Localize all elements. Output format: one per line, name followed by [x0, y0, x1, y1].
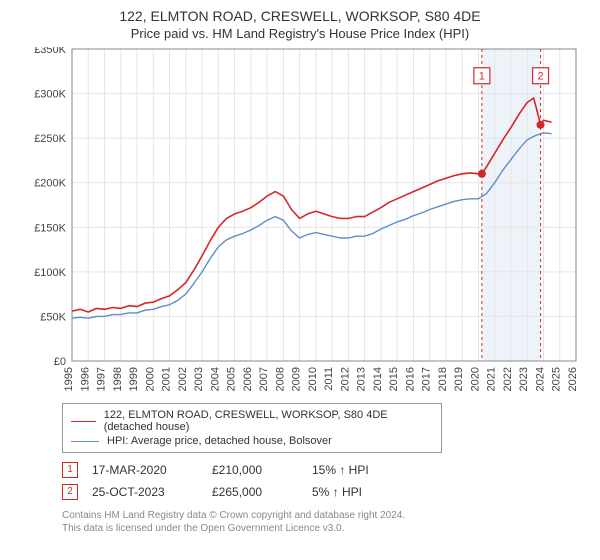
legend-swatch [71, 421, 96, 422]
svg-text:£300K: £300K [34, 89, 66, 101]
footer-line: Contains HM Land Registry data © Crown c… [62, 509, 582, 522]
svg-text:1995: 1995 [63, 367, 75, 391]
svg-text:£250K: £250K [34, 133, 66, 145]
svg-text:£0: £0 [54, 356, 66, 368]
sale-price: £265,000 [212, 485, 312, 499]
svg-text:2006: 2006 [242, 367, 254, 391]
chart-svg: £0 £50K £100K £150K £200K £250K £300K £350K 1995… [14, 47, 586, 397]
sale-row: 2 25-OCT-2023£265,0005% ↑ HPI [62, 481, 582, 503]
sale-delta: 5% ↑ HPI [312, 485, 432, 499]
svg-text:2005: 2005 [226, 367, 238, 391]
svg-text:£100K: £100K [34, 267, 66, 279]
svg-text:£50K: £50K [40, 311, 66, 323]
svg-text:2025: 2025 [551, 367, 563, 391]
svg-text:2023: 2023 [518, 367, 530, 391]
svg-text:2000: 2000 [144, 367, 156, 391]
svg-text:2004: 2004 [209, 367, 221, 391]
legend-item: 122, ELMTON ROAD, CRESWELL, WORKSOP, S80… [71, 408, 433, 434]
svg-text:2024: 2024 [534, 367, 546, 391]
chart-subtitle: Price paid vs. HM Land Registry's House … [14, 26, 586, 41]
svg-text:2010: 2010 [307, 367, 319, 391]
svg-text:2016: 2016 [404, 367, 416, 391]
svg-text:2026: 2026 [567, 367, 579, 391]
svg-text:£200K: £200K [34, 178, 66, 190]
svg-text:2012: 2012 [339, 367, 351, 391]
legend-label: HPI: Average price, detached house, Bols… [107, 435, 332, 447]
svg-text:1997: 1997 [96, 367, 108, 391]
sale-delta: 15% ↑ HPI [312, 463, 432, 477]
svg-text:1996: 1996 [79, 367, 91, 391]
svg-text:2022: 2022 [502, 367, 514, 391]
svg-text:2015: 2015 [388, 367, 400, 391]
sale-marker: 2 [62, 484, 78, 500]
chart-title: 122, ELMTON ROAD, CRESWELL, WORKSOP, S80… [14, 8, 586, 24]
footer-attribution: Contains HM Land Registry data © Crown c… [62, 509, 582, 535]
svg-text:2020: 2020 [469, 367, 481, 391]
chart-area: £0 £50K £100K £150K £200K £250K £300K £350K 1995… [14, 47, 586, 397]
svg-text:2: 2 [537, 71, 543, 83]
svg-text:2002: 2002 [177, 367, 189, 391]
sales-table: 1 17-MAR-2020£210,00015% ↑ HPI 2 25-OCT-202… [62, 459, 582, 503]
svg-text:2011: 2011 [323, 367, 335, 391]
footer-line: This data is licensed under the Open Gov… [62, 522, 582, 535]
svg-text:2019: 2019 [453, 367, 465, 391]
sale-date: 17-MAR-2020 [92, 463, 212, 477]
legend-swatch [71, 441, 99, 442]
sale-row: 1 17-MAR-2020£210,00015% ↑ HPI [62, 459, 582, 481]
sale-marker: 1 [62, 462, 78, 478]
svg-text:1998: 1998 [112, 367, 124, 391]
svg-text:£350K: £350K [34, 47, 66, 56]
svg-text:£150K: £150K [34, 222, 66, 234]
svg-text:2008: 2008 [274, 367, 286, 391]
sale-price: £210,000 [212, 463, 312, 477]
svg-text:1: 1 [479, 71, 485, 83]
legend: 122, ELMTON ROAD, CRESWELL, WORKSOP, S80… [62, 403, 442, 453]
sale-date: 25-OCT-2023 [92, 485, 212, 499]
svg-text:2009: 2009 [291, 367, 303, 391]
svg-text:2018: 2018 [437, 367, 449, 391]
svg-text:2001: 2001 [161, 367, 173, 391]
legend-label: 122, ELMTON ROAD, CRESWELL, WORKSOP, S80… [104, 409, 433, 433]
svg-text:1999: 1999 [128, 367, 140, 391]
svg-text:2007: 2007 [258, 367, 270, 391]
svg-text:2017: 2017 [421, 367, 433, 391]
svg-text:2021: 2021 [486, 367, 498, 391]
legend-item: HPI: Average price, detached house, Bols… [71, 434, 433, 448]
svg-text:2013: 2013 [356, 367, 368, 391]
svg-text:2003: 2003 [193, 367, 205, 391]
svg-text:2014: 2014 [372, 367, 384, 391]
